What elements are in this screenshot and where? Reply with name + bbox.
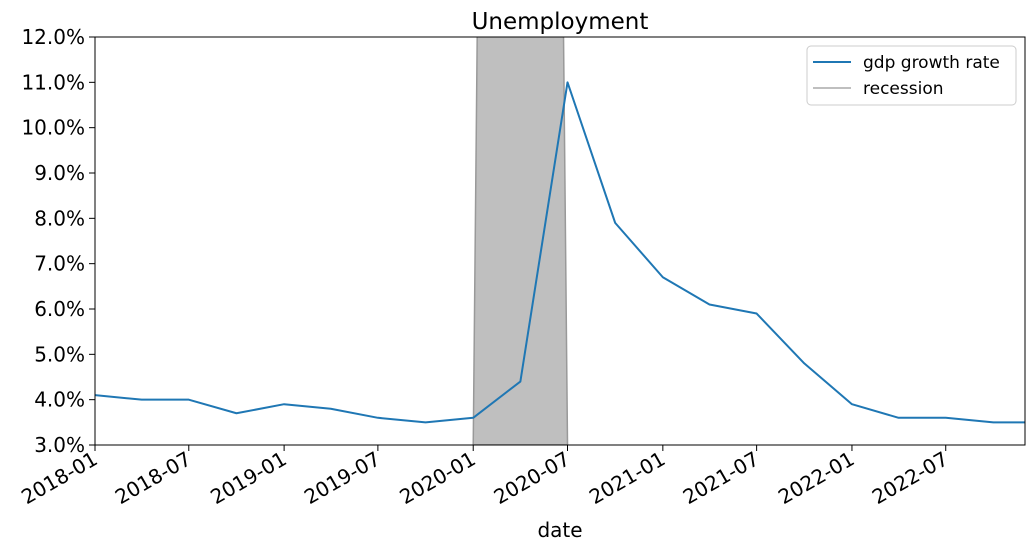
x-tick-label: 2021-01 bbox=[585, 447, 669, 510]
plot-frame bbox=[94, 36, 1026, 446]
data-point bbox=[755, 312, 759, 316]
data-point bbox=[707, 302, 711, 306]
y-tick-label: 3.0% bbox=[34, 433, 85, 457]
y-tick-label: 12.0% bbox=[21, 25, 85, 49]
x-tick-label: 2019-01 bbox=[206, 447, 290, 510]
data-point bbox=[566, 80, 570, 84]
legend-entry: recession bbox=[863, 79, 944, 99]
x-axis: 2018-01 2018-07 2019-01 2019-07 2020-01 2020-… bbox=[17, 445, 952, 509]
data-point bbox=[944, 416, 948, 420]
data-point bbox=[897, 416, 901, 420]
y-tick-label: 6.0% bbox=[34, 297, 85, 321]
y-tick-label: 10.0% bbox=[21, 116, 85, 140]
legend-entry: gdp growth rate bbox=[863, 53, 1000, 73]
x-axis-label: date bbox=[537, 518, 582, 542]
data-point bbox=[613, 221, 617, 225]
data-point bbox=[329, 407, 333, 411]
data-point bbox=[802, 361, 806, 365]
chart-title: Unemployment bbox=[472, 9, 649, 35]
y-tick-label: 8.0% bbox=[34, 206, 85, 230]
y-tick-label: 4.0% bbox=[34, 388, 85, 412]
x-tick-label: 2020-01 bbox=[395, 447, 479, 510]
y-tick-label: 5.0% bbox=[34, 342, 85, 366]
x-tick-label: 2021-07 bbox=[679, 447, 763, 510]
data-point bbox=[518, 380, 522, 384]
y-tick-label: 9.0% bbox=[34, 161, 85, 185]
legend: gdp growth rate recession bbox=[806, 45, 1017, 106]
plot-inner bbox=[95, 37, 1025, 445]
data-point bbox=[140, 398, 144, 402]
data-point bbox=[661, 275, 665, 279]
y-tick-label: 7.0% bbox=[34, 252, 85, 276]
x-tick-label: 2022-07 bbox=[868, 447, 952, 510]
legend-box bbox=[806, 45, 1017, 106]
data-point bbox=[282, 402, 286, 406]
data-point bbox=[376, 416, 380, 420]
x-tick-label: 2022-01 bbox=[774, 447, 858, 510]
y-tick-label: 11.0% bbox=[21, 70, 85, 94]
recession-band bbox=[472, 37, 569, 445]
plot-area bbox=[94, 36, 1026, 446]
data-point bbox=[471, 416, 475, 420]
x-tick-label: 2020-07 bbox=[490, 447, 574, 510]
x-tick-label: 2019-07 bbox=[300, 447, 384, 510]
x-tick-label: 2018-07 bbox=[111, 447, 195, 510]
data-point bbox=[424, 420, 428, 424]
data-point bbox=[850, 402, 854, 406]
data-point bbox=[234, 411, 238, 415]
data-point bbox=[991, 420, 995, 424]
y-axis: 3.0% 4.0% 5.0% 6.0% 7.0% 8.0% 9.0% 10.0% 11.0% 12… bbox=[21, 25, 95, 457]
data-point bbox=[187, 398, 191, 402]
series-line-gdp-growth-rate bbox=[95, 81, 1025, 424]
